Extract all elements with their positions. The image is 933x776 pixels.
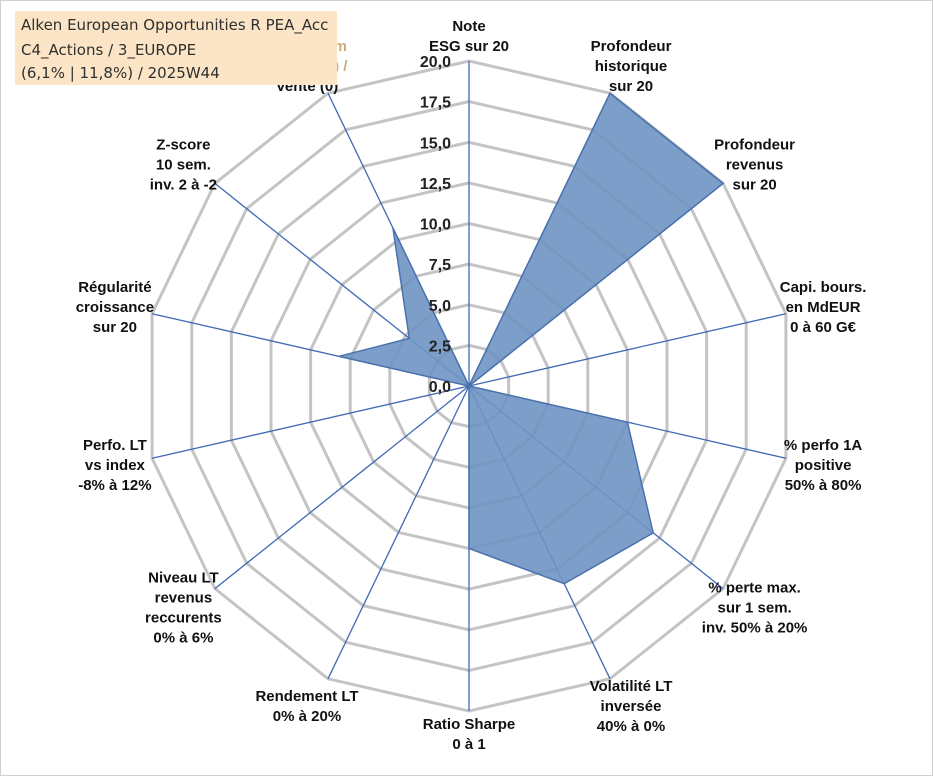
- tick-label: 15,0: [420, 135, 451, 152]
- axis-label-line: sur 20: [93, 319, 137, 336]
- axis-label-line: 0% à 6%: [153, 629, 213, 646]
- axis-label: Ratio Sharpe 0 à 1: [423, 716, 516, 753]
- axis-label-line: 0% à 20%: [273, 708, 341, 725]
- axis-label: Perfo. LT vs index -8% à 12%: [78, 437, 151, 494]
- axis-label: % perfo 1A positive 50% à 80%: [784, 437, 863, 494]
- axis-label-line: positive: [795, 457, 852, 474]
- axis-label-line: 50% à 80%: [785, 477, 862, 494]
- axis-label-line: inv. 50% à 20%: [702, 619, 808, 636]
- tick-layer: 0,0 2,5 5,0 7,5 10,0 12,5 15,0 17,5 20,0: [420, 54, 451, 396]
- axis-label-line: % perte max.: [708, 579, 801, 596]
- axis-label: Capi. bours. en MdEUR 0 à 60 G€: [780, 279, 867, 336]
- axis-label-line: revenus: [726, 157, 784, 174]
- fund-category: C4_Actions / 3_EUROPE: [21, 41, 197, 59]
- axis-label-line: 0 à 60 G€: [790, 319, 857, 336]
- tick-label: 0,0: [429, 379, 451, 396]
- axis-label-line: Capi. bours.: [780, 279, 867, 296]
- axis-label-line: sur 1 sem.: [717, 599, 791, 616]
- axis-label-line: croissance: [76, 299, 154, 316]
- axis-label-line: % perfo 1A: [784, 437, 863, 454]
- tick-label: 17,5: [420, 95, 451, 112]
- series-layer: [338, 92, 725, 585]
- axis-label-line: Rendement LT: [255, 688, 358, 705]
- tick-label: 20,0: [420, 54, 451, 71]
- axis-label-line: Profondeur: [591, 38, 672, 55]
- axis-label-line: Note: [452, 18, 485, 35]
- axis-label: % perte max. sur 1 sem. inv. 50% à 20%: [702, 579, 808, 636]
- fund-info-box: Alken European Opportunities R PEA_Acc C…: [15, 11, 337, 85]
- axis-label-line: revenus: [155, 589, 213, 606]
- axis-spoke: [327, 385, 470, 680]
- axis-label: Régularité croissance sur 20: [76, 279, 154, 336]
- axis-label: Profondeur revenus sur 20: [714, 137, 795, 194]
- axis-label: Profondeur historique sur 20: [591, 38, 672, 95]
- fund-name: Alken European Opportunities R PEA_Acc: [21, 16, 329, 34]
- axis-label-line: Perfo. LT: [83, 437, 147, 454]
- tick-label: 12,5: [420, 176, 451, 193]
- axis-label-line: Ratio Sharpe: [423, 716, 516, 733]
- axis-label: Note ESG sur 20: [429, 18, 509, 55]
- axis-label: Z-score 10 sem. inv. 2 à -2: [150, 137, 217, 194]
- axis-label-line: -8% à 12%: [78, 477, 151, 494]
- axis-label-line: inv. 2 à -2: [150, 177, 217, 194]
- axis-label-line: Profondeur: [714, 137, 795, 154]
- series-area: [338, 92, 725, 585]
- fund-period: (6,1% | 11,8%) / 2025W44: [21, 64, 220, 82]
- axis-label-line: en MdEUR: [786, 299, 861, 316]
- axis-label-line: inversée: [601, 698, 662, 715]
- axis-label: Volatilité LT inversée 40% à 0%: [590, 678, 673, 735]
- axis-label-line: sur 20: [732, 177, 776, 194]
- axis-label-line: Régularité: [78, 279, 151, 296]
- axis-label: Niveau LT revenus reccurents 0% à 6%: [145, 569, 222, 646]
- axis-label-line: ESG sur 20: [429, 38, 509, 55]
- axis-spoke: [151, 385, 470, 459]
- tick-label: 2,5: [429, 338, 451, 355]
- axis-spoke: [468, 313, 787, 387]
- axis-label-line: 0 à 1: [452, 736, 485, 753]
- axis-label-line: historique: [595, 58, 668, 75]
- tick-label: 5,0: [429, 298, 451, 315]
- axis-label-line: sur 20: [609, 78, 653, 95]
- axis-label-line: 10 sem.: [156, 157, 211, 174]
- axis-label-line: Volatilité LT: [590, 678, 673, 695]
- tick-label: 7,5: [429, 257, 451, 274]
- axis-label: Rendement LT 0% à 20%: [255, 688, 358, 725]
- axis-label-line: Niveau LT: [148, 569, 219, 586]
- axis-label-line: reccurents: [145, 609, 222, 626]
- axis-label-line: Z-score: [156, 137, 210, 154]
- axis-label-line: vs index: [85, 457, 146, 474]
- axis-label-line: 40% à 0%: [597, 718, 665, 735]
- axis-spoke: [214, 385, 470, 590]
- tick-label: 10,0: [420, 217, 451, 234]
